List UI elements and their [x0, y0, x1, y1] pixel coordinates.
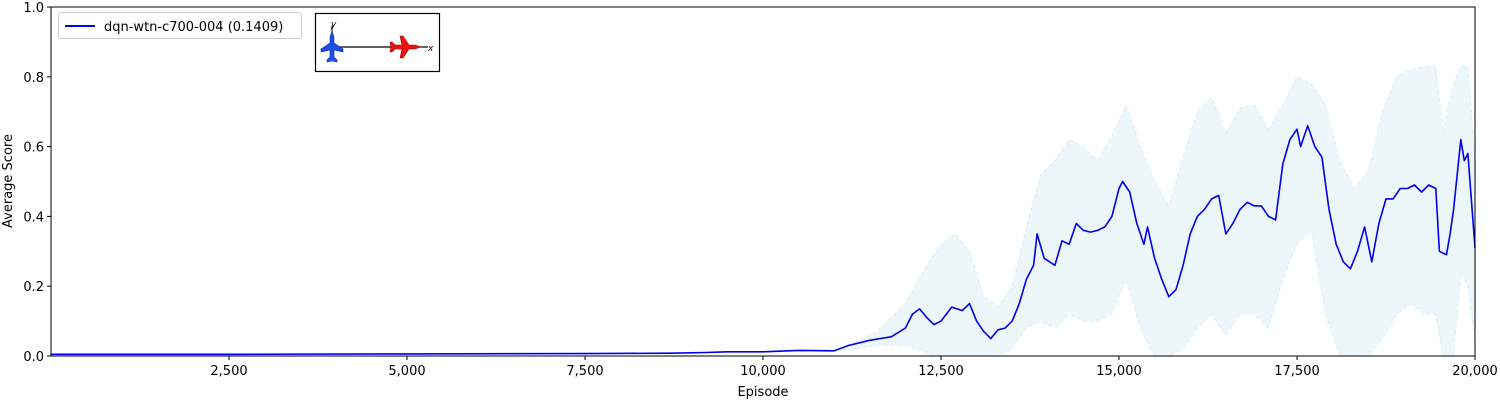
x-tick-label: 7,500 [566, 364, 603, 379]
y-axis: 0.0 0.2 0.4 0.6 0.8 1.0 [23, 1, 51, 365]
legend-label: dqn-wtn-c700-004 (0.1409) [104, 20, 283, 35]
y-tick-label: 0.6 [23, 141, 44, 156]
inset-x-label: x [427, 44, 434, 54]
x-tick-label: 5,000 [388, 364, 425, 379]
score-line [51, 124, 1476, 356]
y-tick-label: 0.8 [23, 71, 44, 86]
inset-y-label: y [330, 20, 337, 30]
x-tick-label: 2,500 [210, 364, 247, 379]
aircraft-inset: y x [314, 12, 441, 73]
x-tick-label: 20,000 [1452, 364, 1498, 379]
x-axis-label: Episode [737, 385, 788, 400]
x-axis: 2,500 5,000 7,500 10,000 12,500 15,000 17,500 2… [210, 356, 1498, 379]
y-tick-label: 0.2 [23, 280, 44, 295]
y-tick-label: 1.0 [23, 1, 44, 16]
x-tick-label: 10,000 [740, 364, 786, 379]
x-tick-label: 17,500 [1274, 364, 1320, 379]
blue-aircraft-icon [320, 30, 344, 63]
y-tick-label: 0.4 [23, 210, 44, 225]
x-tick-label: 15,000 [1096, 364, 1142, 379]
y-axis-label: Average Score [1, 134, 16, 228]
legend: dqn-wtn-c700-004 (0.1409) [58, 12, 302, 39]
x-tick-label: 12,500 [918, 364, 964, 379]
y-tick-label: 0.0 [23, 350, 44, 365]
red-aircraft-icon [389, 35, 422, 59]
legend-box [58, 12, 302, 39]
